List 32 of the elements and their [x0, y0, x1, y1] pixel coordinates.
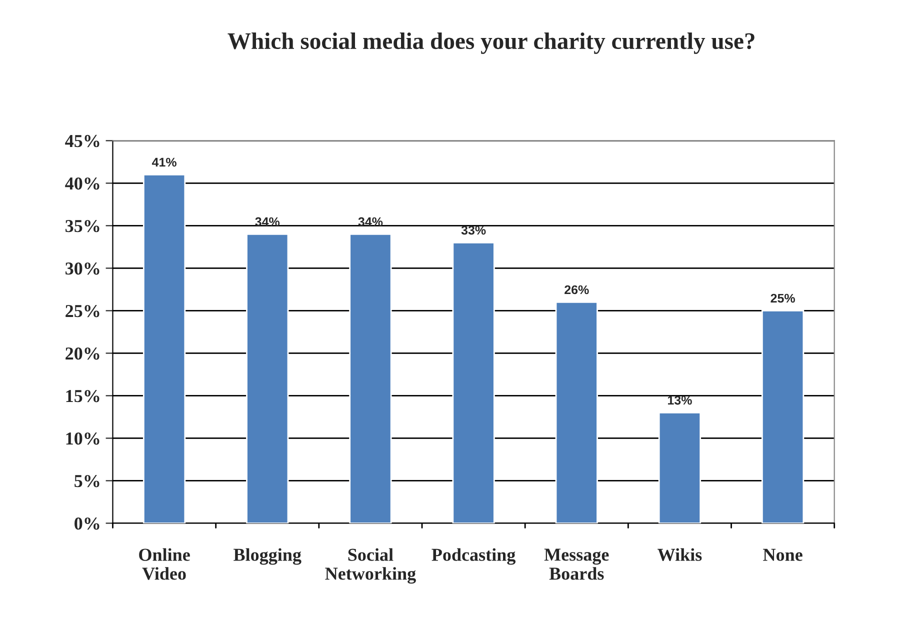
- y-tick-label: 0%: [74, 517, 100, 530]
- bar: [658, 412, 702, 524]
- chart-title: Which social media does your charity currently use?: [228, 32, 754, 54]
- x-tick-label: Blogging: [234, 548, 302, 565]
- y-tick-label: 15%: [66, 390, 100, 402]
- data-label: 41%: [152, 158, 176, 167]
- bar: [452, 242, 495, 524]
- x-tick-label: None: [763, 548, 802, 561]
- x-tick-label: Podcasting: [432, 548, 516, 565]
- bar: [761, 310, 804, 524]
- y-tick-label: 20%: [66, 347, 100, 360]
- y-tick-label: 25%: [66, 304, 100, 318]
- data-label: 33%: [461, 226, 486, 235]
- data-label: 34%: [255, 217, 280, 226]
- bar: [555, 302, 598, 524]
- y-tick-label: 10%: [66, 432, 100, 445]
- bar: [142, 174, 186, 524]
- x-tick-label: Online Video: [139, 548, 190, 580]
- bar: [349, 233, 392, 524]
- y-tick-label: 40%: [65, 177, 100, 190]
- y-tick-label: 5%: [74, 474, 100, 488]
- data-label: 26%: [564, 285, 589, 294]
- data-label: 13%: [668, 396, 692, 405]
- data-label: 25%: [770, 294, 795, 303]
- y-tick-label: 30%: [66, 262, 100, 275]
- x-tick-label: Message Boards: [544, 548, 609, 580]
- data-label: 34%: [358, 217, 383, 226]
- y-tick-label: 45%: [65, 134, 100, 148]
- bar: [246, 233, 289, 524]
- x-tick-label: Wikis: [658, 548, 702, 562]
- x-tick-label: Social Networking: [325, 548, 416, 584]
- y-tick-label: 35%: [66, 220, 100, 232]
